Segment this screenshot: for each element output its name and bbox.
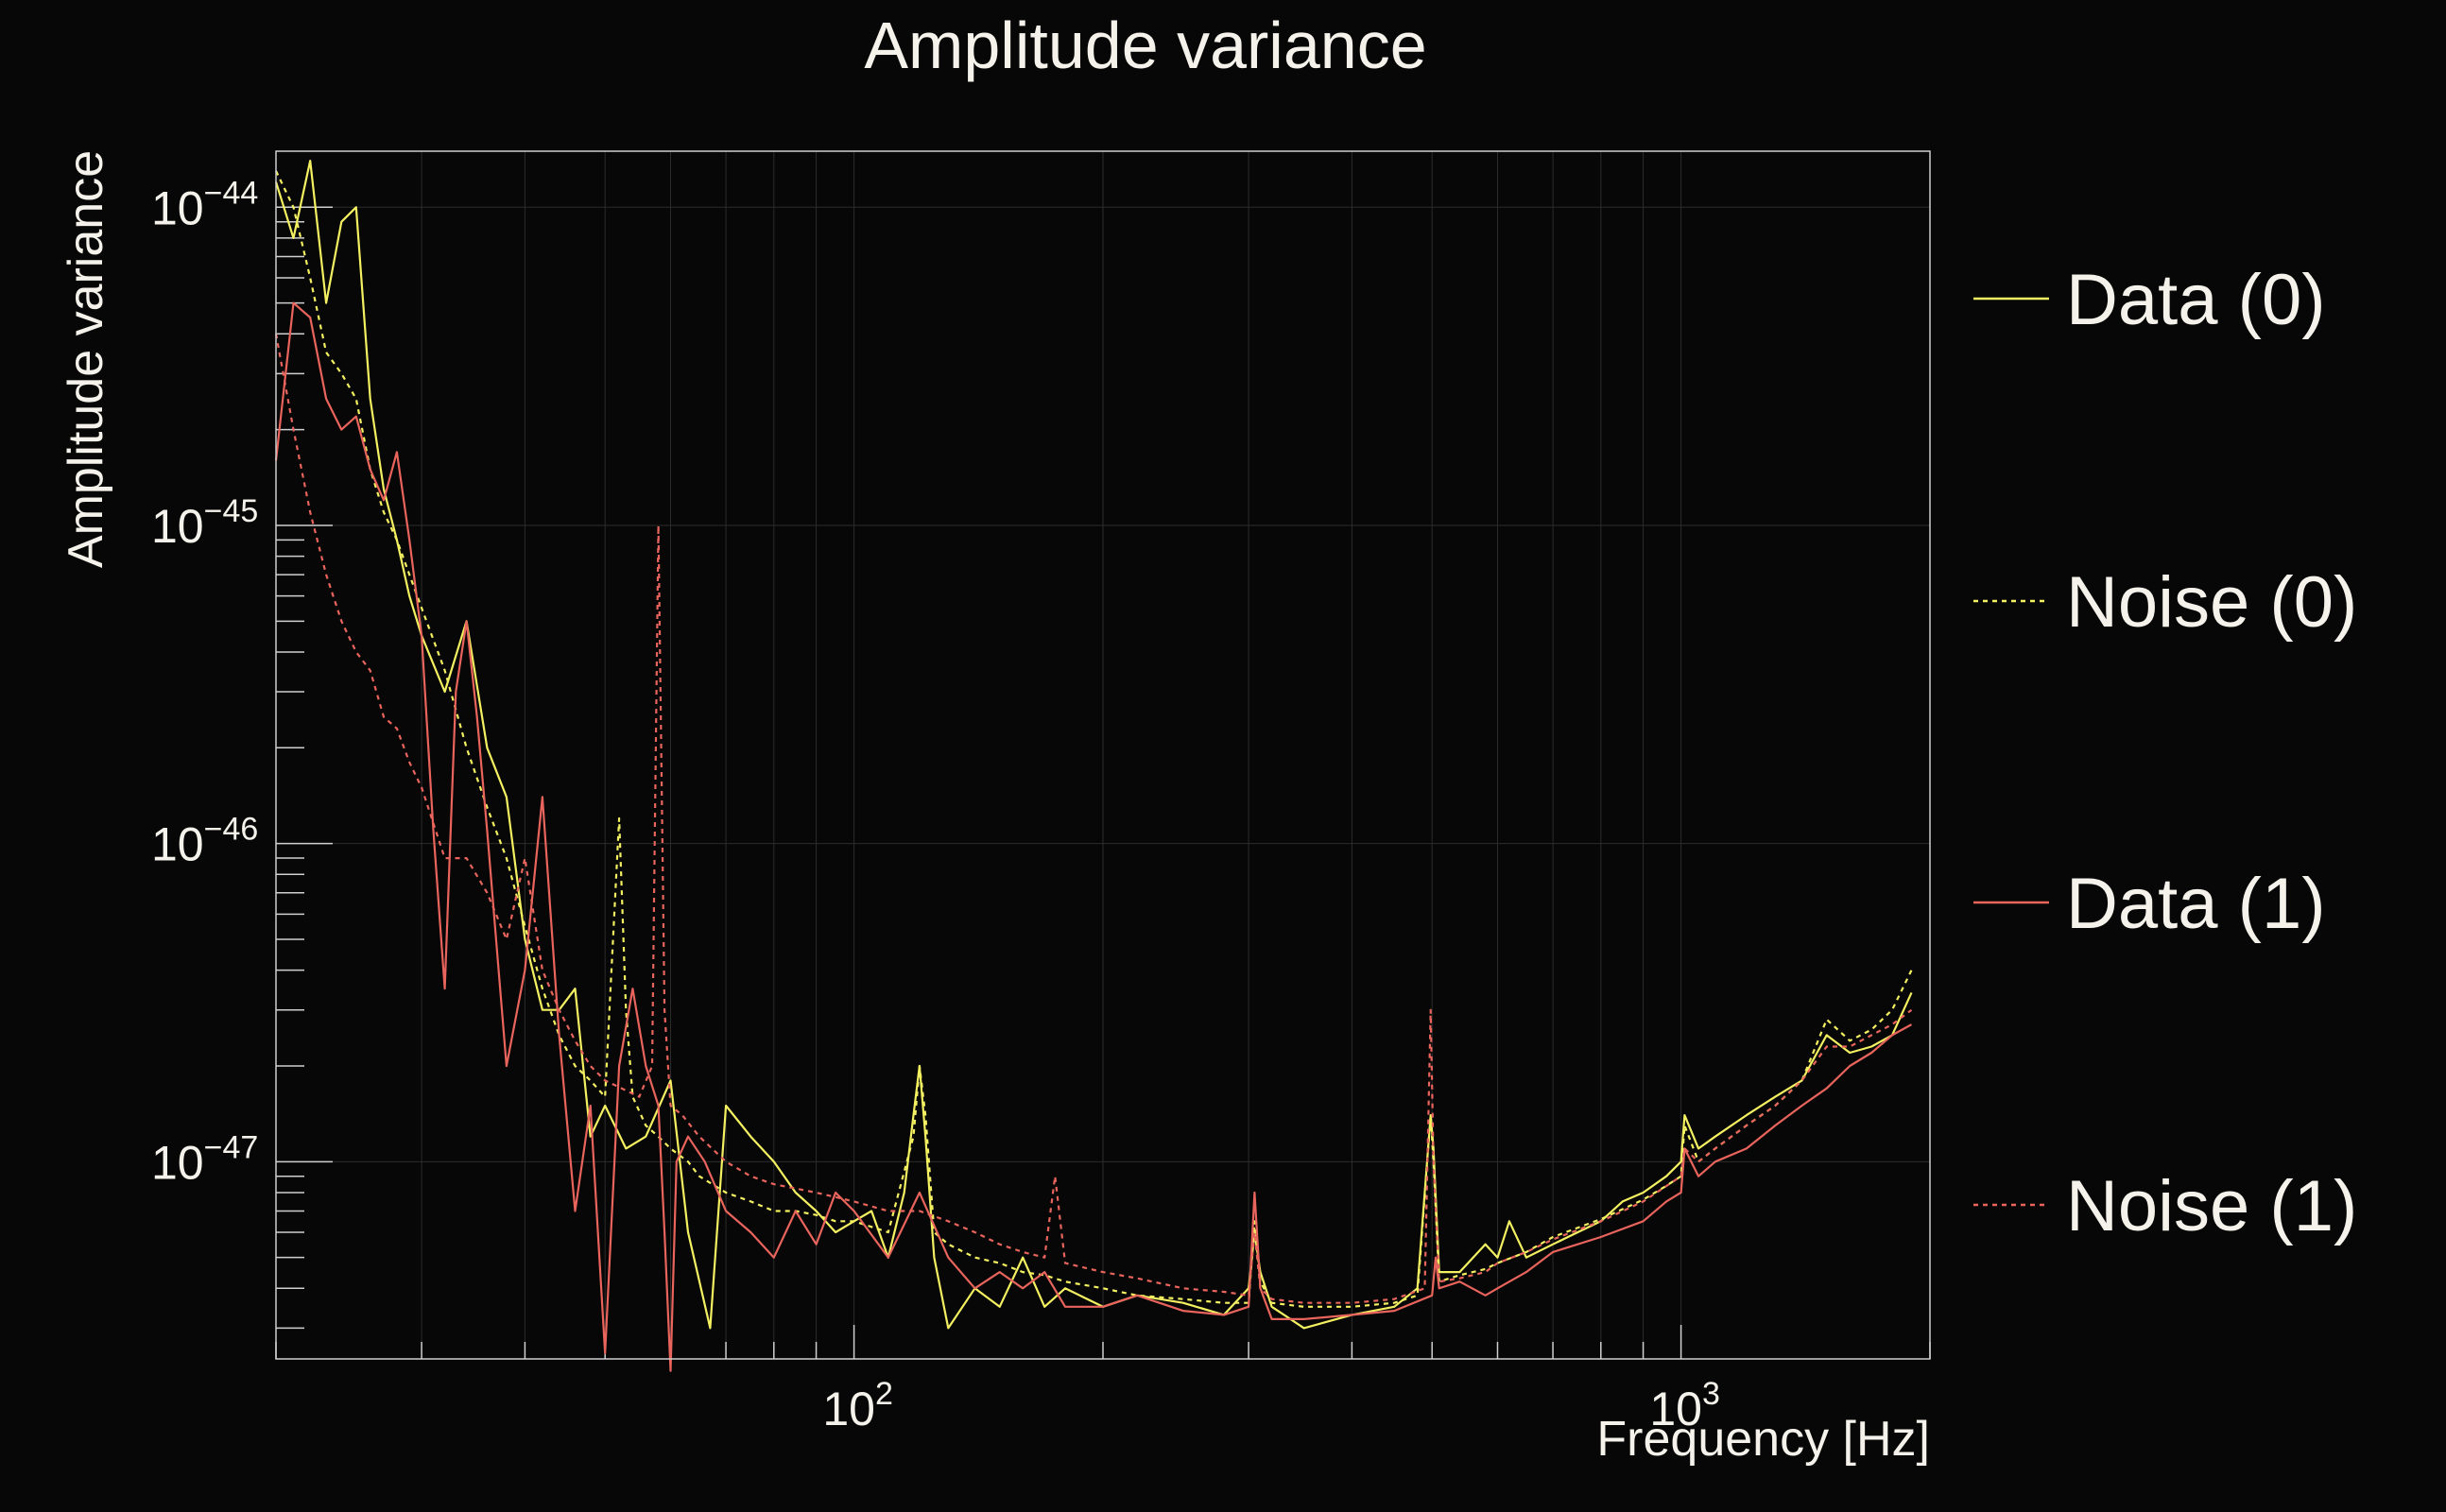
- axis-ticks: [275, 206, 1931, 1359]
- tick-labels: 102 103 10−44 10−45 10−46 10−47: [151, 175, 1720, 1435]
- series-line-0: [274, 160, 1913, 1330]
- legend-label-2: Data (1): [2066, 864, 2326, 944]
- series-line-1: [275, 170, 1913, 1308]
- legend-label-3: Noise (1): [2066, 1166, 2357, 1246]
- plot-lines: [274, 160, 1913, 1372]
- legend-label-0: Data (0): [2066, 260, 2326, 340]
- series-line-2: [274, 301, 1913, 1372]
- legend: Data (0) Noise (0) Data (1) Noise (1): [1973, 260, 2357, 1246]
- y-axis-label: Amplitude variance: [59, 150, 113, 568]
- grid-lines: [275, 151, 1931, 1359]
- plot-frame: [275, 150, 1931, 1360]
- y-tick-label: 10−46: [151, 812, 258, 871]
- y-tick-label: 10−45: [151, 493, 258, 553]
- series-line-3: [274, 334, 1913, 1304]
- legend-label-1: Noise (0): [2066, 562, 2357, 643]
- y-tick-label: 10−47: [151, 1129, 258, 1189]
- x-tick-label: 103: [1649, 1376, 1720, 1435]
- y-tick-label: 10−44: [151, 175, 258, 234]
- x-tick-label: 102: [822, 1376, 893, 1435]
- chart-title: Amplitude variance: [864, 9, 1426, 82]
- x-axis-label: Frequency [Hz]: [1596, 1412, 1930, 1467]
